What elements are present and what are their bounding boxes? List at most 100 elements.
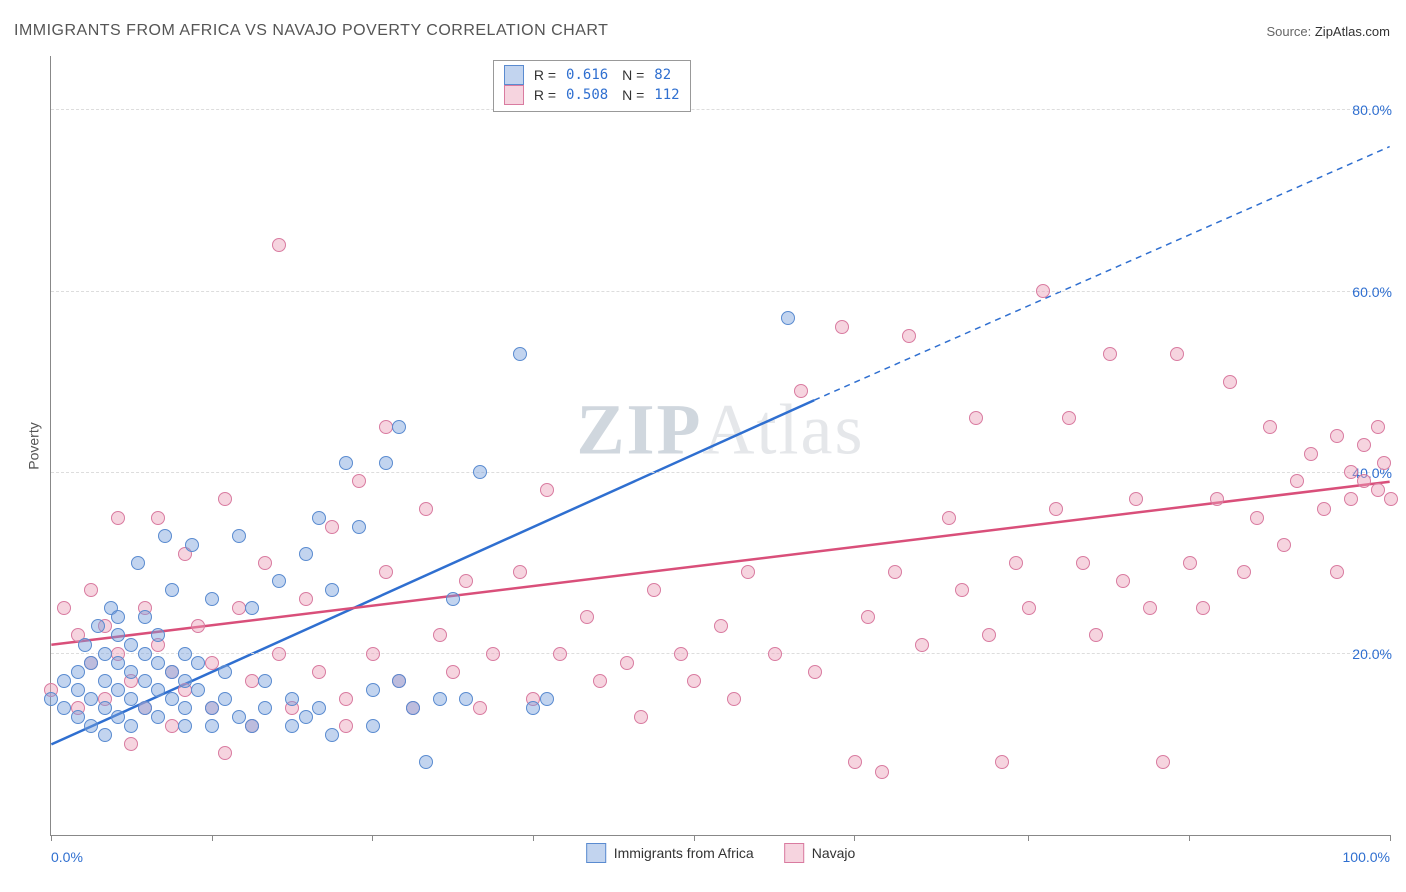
navajo-point [1143, 601, 1157, 615]
navajo-point [1357, 474, 1371, 488]
navajo-point [272, 647, 286, 661]
navajo-point [982, 628, 996, 642]
x-tick-mark [212, 835, 213, 841]
africa-point [392, 674, 406, 688]
legend-row-navajo: R =0.508 N =112 [504, 85, 680, 105]
africa-point [258, 701, 272, 715]
africa-point [165, 692, 179, 706]
africa-point [299, 547, 313, 561]
navajo-point [995, 755, 1009, 769]
africa-point [446, 592, 460, 606]
africa-point [366, 683, 380, 697]
africa-point [540, 692, 554, 706]
africa-point [71, 710, 85, 724]
africa-point [111, 656, 125, 670]
navajo-point [1022, 601, 1036, 615]
navajo-point [848, 755, 862, 769]
source-value: ZipAtlas.com [1315, 24, 1390, 39]
navajo-point [325, 520, 339, 534]
africa-point [406, 701, 420, 715]
y-tick-label: 60.0% [1346, 284, 1392, 300]
navajo-point [1170, 347, 1184, 361]
navajo-point [1116, 574, 1130, 588]
navajo-point [459, 574, 473, 588]
navajo-point [768, 647, 782, 661]
legend-label: Navajo [812, 845, 856, 861]
navajo-point [312, 665, 326, 679]
africa-point [419, 755, 433, 769]
navajo-point [714, 619, 728, 633]
source-attribution: Source: ZipAtlas.com [1266, 24, 1390, 39]
navajo-point [1076, 556, 1090, 570]
navajo-point [513, 565, 527, 579]
navajo-point [352, 474, 366, 488]
africa-point [325, 728, 339, 742]
navajo-point [553, 647, 567, 661]
africa-point [178, 647, 192, 661]
africa-point [98, 647, 112, 661]
legend-n-value: 82 [654, 67, 671, 83]
x-tick-mark [854, 835, 855, 841]
africa-point [57, 674, 71, 688]
navajo-point [1237, 565, 1251, 579]
navajo-point [593, 674, 607, 688]
africa-point [124, 665, 138, 679]
africa-point [78, 638, 92, 652]
africa-point [459, 692, 473, 706]
navajo-point [1036, 284, 1050, 298]
africa-point [285, 719, 299, 733]
navajo-point [1344, 465, 1358, 479]
navajo-point [1009, 556, 1023, 570]
navajo-point [245, 674, 259, 688]
africa-point [111, 610, 125, 624]
africa-point [84, 719, 98, 733]
africa-point [57, 701, 71, 715]
africa-point [124, 692, 138, 706]
y-tick-label: 20.0% [1346, 646, 1392, 662]
watermark-brand-b: Atlas [703, 389, 865, 469]
navajo-point [915, 638, 929, 652]
navajo-point [165, 719, 179, 733]
africa-point [185, 538, 199, 552]
navajo-point [446, 665, 460, 679]
navajo-point [634, 710, 648, 724]
navajo-point [1371, 420, 1385, 434]
watermark-brand-a: ZIP [576, 389, 702, 469]
africa-point [232, 529, 246, 543]
africa-point [205, 701, 219, 715]
africa-point [285, 692, 299, 706]
navajo-point [1089, 628, 1103, 642]
navajo-point [1384, 492, 1398, 506]
legend-n-value: 112 [654, 87, 679, 103]
legend-swatch [784, 843, 804, 863]
navajo-point [580, 610, 594, 624]
africa-point [98, 701, 112, 715]
navajo-point [232, 601, 246, 615]
legend-swatch [504, 65, 524, 85]
x-tick-mark [1390, 835, 1391, 841]
africa-point [218, 692, 232, 706]
africa-point [111, 710, 125, 724]
x-tick-mark [694, 835, 695, 841]
legend-n-label: N = [618, 87, 644, 103]
legend-swatch [504, 85, 524, 105]
navajo-point [379, 420, 393, 434]
navajo-point [473, 701, 487, 715]
legend-item-navajo: Navajo [784, 843, 856, 863]
africa-point [513, 347, 527, 361]
navajo-point [1377, 456, 1391, 470]
navajo-point [861, 610, 875, 624]
africa-point [325, 583, 339, 597]
africa-point [151, 710, 165, 724]
navajo-point [1277, 538, 1291, 552]
x-tick-mark [51, 835, 52, 841]
navajo-point [111, 511, 125, 525]
navajo-point [1371, 483, 1385, 497]
africa-point [98, 728, 112, 742]
navajo-point [1210, 492, 1224, 506]
x-tick-label: 0.0% [51, 849, 83, 865]
africa-point [178, 719, 192, 733]
africa-point [205, 592, 219, 606]
legend-row-africa: R =0.616 N =82 [504, 65, 680, 85]
navajo-point [1344, 492, 1358, 506]
